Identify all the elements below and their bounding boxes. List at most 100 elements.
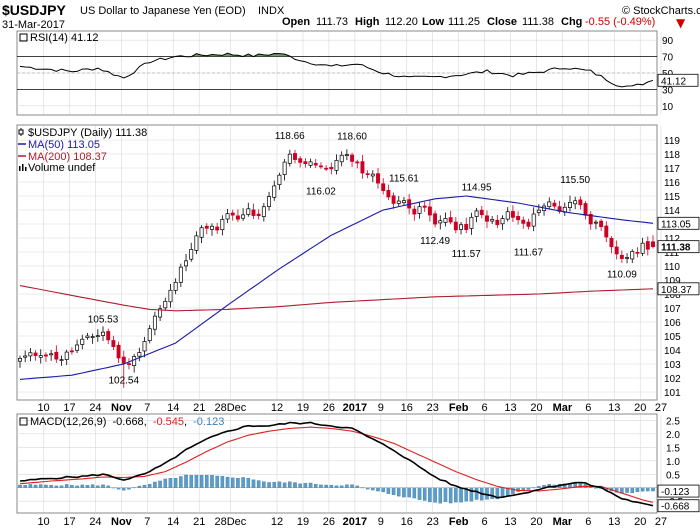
close-label: Close	[487, 16, 517, 28]
copyright-label: © StockCharts.com	[622, 5, 700, 17]
price-candle	[438, 220, 443, 224]
rsi-layer	[19, 52, 654, 88]
price-candle	[272, 185, 277, 198]
macd-tick-label: 1.0	[666, 457, 680, 468]
macd-histogram-bar	[288, 481, 292, 488]
price-candle	[116, 344, 121, 359]
price-candle	[365, 173, 370, 175]
macd-legend-label: MACD(12,26,9)	[30, 416, 106, 428]
price-candle	[516, 216, 521, 221]
macd-legend-sep2: ,	[184, 416, 187, 428]
price-candle	[526, 221, 531, 227]
macd-histogram-bar	[59, 485, 64, 488]
price-candle	[152, 315, 157, 330]
legend-price-text: $USDJPY (Daily) 111.38	[28, 127, 147, 139]
price-candle	[531, 213, 536, 227]
macd-histogram-bar	[236, 478, 240, 488]
x-tick-label-upper: 21	[193, 402, 205, 414]
x-tick-label-lower: 20	[634, 516, 646, 528]
price-tick-label: 103	[664, 360, 681, 371]
price-candle	[464, 224, 469, 230]
price-candle	[593, 221, 598, 224]
chart-date: 31-Mar-2017	[2, 19, 65, 31]
rsi-tick-label: 30	[662, 85, 674, 96]
price-candle	[210, 225, 214, 230]
macd-histogram-bar	[179, 476, 183, 488]
price-candle	[469, 216, 474, 229]
price-candle	[370, 173, 375, 177]
macd-histogram-bar	[173, 478, 178, 488]
rsi-overbought-fill	[20, 53, 653, 57]
price-candle	[137, 352, 142, 357]
x-tick-label-upper: 6	[585, 402, 591, 414]
macd-legend-signal: -0.545	[153, 416, 184, 428]
price-candle	[33, 352, 38, 356]
x-tick-label-upper: 14	[167, 402, 179, 414]
macd-histogram-bar	[391, 487, 396, 495]
macd-histogram-bar	[215, 475, 219, 488]
price-candle	[287, 153, 292, 164]
open-value: 111.73	[316, 16, 348, 28]
x-tick-label-lower: 21	[193, 516, 205, 528]
symbol-title: $USDJPY	[2, 2, 66, 18]
macd-histogram-bar	[256, 480, 261, 488]
macd-tick-label: 0.5	[666, 470, 680, 481]
x-tick-label-upper: 19	[297, 402, 309, 414]
price-annotation: 118.66	[275, 131, 305, 142]
volume-bars-icon	[19, 166, 21, 171]
macd-histogram-bar	[485, 487, 489, 500]
macd-histogram-bar	[448, 487, 453, 504]
macd-histogram-bar	[267, 482, 271, 488]
x-tick-label-upper: 20	[530, 402, 542, 414]
macd-histogram-bar	[158, 480, 162, 488]
macd-histogram-bar	[44, 484, 48, 488]
macd-histogram-bar	[194, 475, 199, 488]
macd-histogram-bar	[474, 487, 479, 500]
price-candle	[313, 163, 318, 166]
price-tick-label: 117	[664, 164, 680, 175]
price-value-tag-box	[657, 282, 700, 296]
legend-ma50-text: MA(50) 113.05	[28, 139, 100, 151]
rsi-legend-icon	[19, 33, 28, 42]
legend-ma200-text: MA(200) 108.37	[28, 151, 107, 163]
macd-histogram-bar	[490, 487, 494, 499]
price-tick-label: 111	[664, 248, 680, 259]
macd-histogram-bar	[39, 484, 43, 488]
price-candle	[54, 351, 59, 360]
macd-histogram-bar	[412, 487, 417, 499]
price-candle	[75, 344, 80, 351]
price-candle	[578, 199, 583, 206]
price-candle	[443, 218, 448, 223]
price-candle	[422, 205, 427, 208]
macd-histogram-bar	[500, 487, 505, 498]
macd-tick-label: 2.5	[666, 416, 680, 427]
price-candle	[111, 340, 116, 347]
price-candle	[474, 210, 479, 217]
x-tick-label-lower: 20	[530, 516, 542, 528]
x-tick-label-lower: 12	[271, 516, 283, 528]
price-tick-label: 114	[664, 206, 680, 217]
price-annotation: 115.50	[560, 175, 590, 186]
macd-histogram-bar	[225, 476, 230, 488]
macd-histogram-bar	[64, 484, 69, 488]
macd-value-tag-box	[657, 484, 700, 498]
price-candle	[568, 202, 572, 209]
low-label: Low	[422, 16, 444, 28]
macd-histogram-bar	[168, 478, 173, 488]
price-tick-label: 112	[664, 234, 680, 245]
x-tick-label-lower: 9	[378, 516, 384, 528]
macd-histogram-bar	[454, 487, 458, 503]
price-legend: $USDJPY (Daily) 111.38 MA(50) 113.05 MA(…	[18, 127, 147, 174]
x-tick-label-upper: 13	[504, 402, 516, 414]
macd-histogram-bar	[443, 487, 448, 502]
price-candle	[645, 241, 650, 250]
macd-histogram-bar	[640, 487, 645, 492]
price-candle	[360, 161, 365, 174]
price-candle	[479, 209, 484, 216]
price-candle	[18, 358, 22, 362]
price-candle	[433, 213, 438, 225]
macd-histogram-bar	[220, 475, 225, 488]
price-candle	[485, 215, 489, 222]
price-candle	[178, 266, 183, 283]
macd-value-tag-box	[657, 499, 700, 513]
